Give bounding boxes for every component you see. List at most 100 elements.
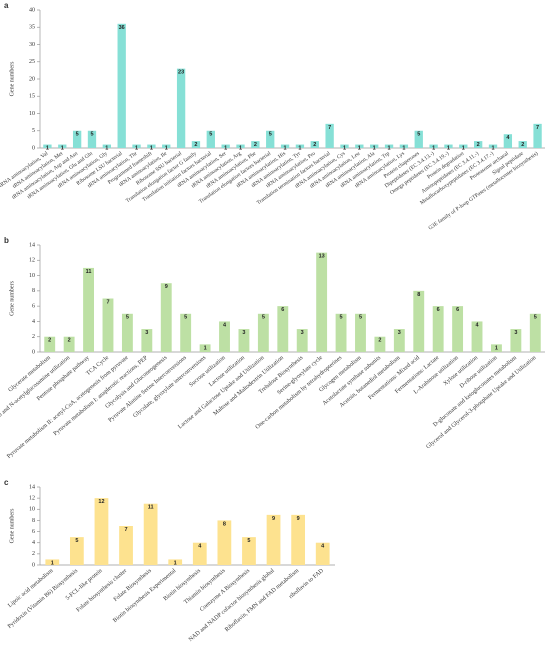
bar	[355, 313, 366, 352]
bar	[191, 141, 201, 148]
bar	[87, 130, 97, 148]
bar	[291, 514, 306, 565]
y-tick-label: 14	[29, 242, 35, 248]
y-tick-label: 20	[29, 76, 35, 82]
value-label: 5	[90, 132, 93, 138]
bar	[45, 559, 60, 565]
value-label: 3	[145, 330, 148, 336]
bar	[316, 252, 328, 352]
bar	[491, 344, 502, 352]
y-tick-label: 10	[29, 111, 35, 117]
bar	[117, 23, 126, 148]
value-label: 5	[269, 132, 272, 138]
bar	[310, 141, 319, 148]
y-tick-label: 10	[29, 273, 35, 279]
bar	[63, 336, 75, 352]
value-label: 4	[475, 322, 479, 328]
bar	[221, 144, 230, 148]
y-axis-label: Gene numbers	[9, 280, 15, 315]
y-tick-label: 2	[32, 334, 35, 340]
bar	[393, 329, 405, 352]
y-tick-label: 5	[32, 128, 35, 134]
value-label: 5	[417, 132, 420, 138]
bar	[533, 123, 542, 148]
bar	[141, 329, 153, 352]
value-label: 6	[437, 307, 440, 313]
value-label: 6	[281, 307, 284, 313]
value-label: 8	[223, 521, 226, 527]
bar	[72, 130, 82, 148]
y-axis-label: Gene numbers	[9, 508, 15, 543]
value-label: 1	[343, 146, 346, 152]
bar	[335, 313, 347, 352]
value-label: 3	[242, 330, 245, 336]
bar	[176, 68, 186, 148]
value-label: 1	[150, 146, 153, 152]
bar	[413, 290, 425, 352]
value-label: 2	[48, 338, 51, 344]
bar	[429, 144, 438, 148]
value-label: 1	[61, 146, 64, 152]
y-tick-label: 2	[32, 551, 35, 557]
bar	[160, 283, 172, 352]
value-label: 2	[521, 142, 524, 148]
bar	[192, 542, 207, 565]
bar	[452, 306, 464, 352]
value-label: 1	[51, 560, 54, 566]
value-label: 23	[178, 70, 184, 76]
value-label: 4	[321, 544, 325, 550]
value-label: 5	[209, 132, 212, 138]
value-label: 3	[398, 330, 401, 336]
value-label: 36	[119, 25, 125, 31]
y-tick-label: 12	[29, 258, 35, 264]
value-label: 1	[402, 146, 405, 152]
bar	[58, 144, 67, 148]
bar	[444, 144, 453, 148]
value-label: 1	[447, 146, 450, 152]
value-label: 4	[198, 544, 202, 550]
value-label: 4	[506, 135, 510, 141]
y-tick-label: 15	[29, 94, 35, 100]
value-label: 7	[125, 527, 128, 533]
value-label: 5	[359, 315, 362, 321]
bar	[510, 329, 522, 352]
value-label: 1	[373, 146, 376, 152]
bar	[119, 526, 133, 565]
value-label: 2	[313, 142, 316, 148]
value-label: 8	[417, 292, 420, 298]
value-label: 1	[388, 146, 391, 152]
bar	[325, 123, 334, 148]
bar	[277, 306, 289, 352]
y-tick-label: 25	[29, 59, 35, 65]
bar	[471, 321, 483, 352]
y-tick-label: 0	[32, 562, 35, 568]
bar	[121, 313, 133, 352]
bar	[102, 144, 111, 148]
bar	[217, 520, 232, 565]
bar	[459, 144, 468, 148]
bar	[242, 537, 256, 565]
y-tick-label: 40	[29, 7, 35, 13]
y-tick-label: 0	[32, 349, 35, 355]
value-label: 1	[165, 146, 168, 152]
value-label: 3	[301, 330, 304, 336]
bar	[474, 141, 483, 148]
bar	[44, 336, 56, 352]
value-label: 11	[148, 505, 154, 511]
bar	[384, 144, 394, 148]
value-label: 5	[184, 315, 187, 321]
y-tick-label: 4	[32, 540, 35, 546]
value-label: 1	[358, 146, 361, 152]
y-tick-label: 8	[32, 288, 35, 294]
y-tick-label: 0	[32, 145, 35, 151]
bar	[414, 130, 423, 148]
value-label: 4	[223, 322, 227, 328]
y-tick-label: 6	[32, 304, 35, 310]
y-tick-label: 10	[29, 507, 35, 513]
value-label: 1	[46, 146, 49, 152]
value-label: 5	[75, 538, 78, 544]
y-tick-label: 12	[29, 496, 35, 502]
bar	[432, 306, 444, 352]
y-tick-label: 6	[32, 529, 35, 535]
value-label: 7	[328, 125, 331, 131]
